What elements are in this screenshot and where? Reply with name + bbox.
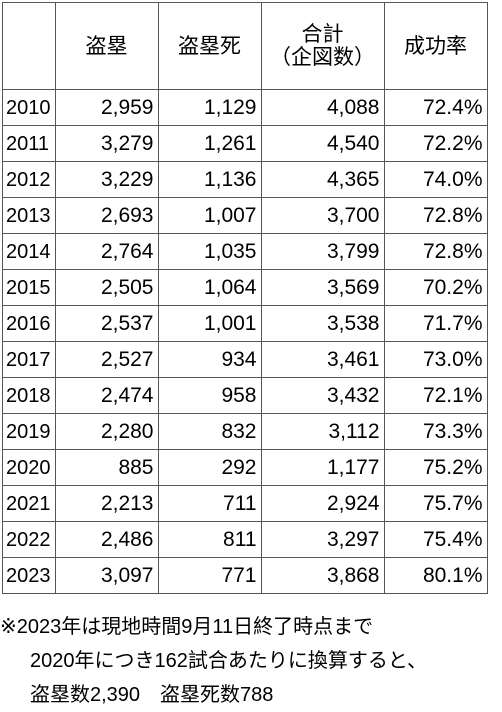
cell-caught-stealing: 811: [157, 521, 262, 558]
cell-year: 2023: [2, 557, 56, 594]
table-row: 2011 3,279 1,261 4,540 72.2%: [2, 125, 488, 162]
cell-year: 2017: [2, 341, 56, 378]
cell-year: 2013: [2, 197, 56, 234]
header-caught-stealing: 盗塁死: [157, 2, 262, 90]
cell-total: 3,461: [260, 341, 385, 378]
cell-steals: 2,505: [54, 269, 159, 306]
cell-total: 4,088: [260, 89, 385, 126]
footnote-2020-conversion: 2020年につき162試合あたりに換算すると、: [30, 650, 428, 672]
cell-total: 3,297: [260, 521, 385, 558]
cell-steals: 2,280: [54, 413, 159, 450]
cell-success-rate: 73.0%: [383, 341, 488, 378]
cell-caught-stealing: 1,007: [157, 197, 262, 234]
cell-year: 2022: [2, 521, 56, 558]
header-total-sublabel: （企図数）: [270, 46, 375, 69]
table-row: 2014 2,764 1,035 3,799 72.8%: [2, 233, 488, 270]
cell-year: 2012: [2, 161, 56, 198]
cell-caught-stealing: 711: [157, 485, 262, 522]
cell-success-rate: 75.4%: [383, 521, 488, 558]
cell-steals: 2,486: [54, 521, 159, 558]
cell-steals: 885: [54, 449, 159, 486]
cell-steals: 3,279: [54, 125, 159, 162]
cell-caught-stealing: 832: [157, 413, 262, 450]
cell-caught-stealing: 1,136: [157, 161, 262, 198]
cell-success-rate: 80.1%: [383, 557, 488, 594]
table-row: 2010 2,959 1,129 4,088 72.4%: [2, 89, 488, 126]
cell-total: 3,538: [260, 305, 385, 342]
cell-steals: 2,959: [54, 89, 159, 126]
cell-total: 1,177: [260, 449, 385, 486]
cell-success-rate: 70.2%: [383, 269, 488, 306]
cell-total: 3,569: [260, 269, 385, 306]
cell-total: 4,365: [260, 161, 385, 198]
cell-success-rate: 71.7%: [383, 305, 488, 342]
cell-caught-stealing: 958: [157, 377, 262, 414]
cell-caught-stealing: 1,129: [157, 89, 262, 126]
cell-year: 2010: [2, 89, 56, 126]
table-row: 2015 2,505 1,064 3,569 70.2%: [2, 269, 488, 306]
cell-total: 3,868: [260, 557, 385, 594]
cell-steals: 3,097: [54, 557, 159, 594]
cell-steals: 2,527: [54, 341, 159, 378]
footnotes: ※2023年は現地時間9月11日終了時点まで 2020年につき162試合あたりに…: [0, 610, 502, 712]
cell-caught-stealing: 292: [157, 449, 262, 486]
header-year: [2, 2, 56, 90]
cell-steals: 3,229: [54, 161, 159, 198]
cell-success-rate: 72.4%: [383, 89, 488, 126]
cell-caught-stealing: 1,064: [157, 269, 262, 306]
cell-year: 2021: [2, 485, 56, 522]
cell-success-rate: 72.8%: [383, 233, 488, 270]
cell-caught-stealing: 771: [157, 557, 262, 594]
cell-caught-stealing: 934: [157, 341, 262, 378]
cell-total: 3,700: [260, 197, 385, 234]
cell-success-rate: 72.1%: [383, 377, 488, 414]
cell-total: 4,540: [260, 125, 385, 162]
cell-year: 2011: [2, 125, 56, 162]
table-row: 2016 2,537 1,001 3,538 71.7%: [2, 305, 488, 342]
stolen-base-stats-table: 盗塁 盗塁死 合計 （企図数） 成功率 2010 2,959 1,129 4,088 7…: [2, 2, 488, 594]
cell-total: 3,112: [260, 413, 385, 450]
cell-steals: 2,693: [54, 197, 159, 234]
table-row: 2013 2,693 1,007 3,700 72.8%: [2, 197, 488, 234]
footnote-cutoff: ※2023年は現地時間9月11日終了時点まで: [0, 616, 374, 638]
header-row: 盗塁 盗塁死 合計 （企図数） 成功率: [2, 2, 488, 90]
cell-total: 3,432: [260, 377, 385, 414]
cell-year: 2014: [2, 233, 56, 270]
cell-success-rate: 73.3%: [383, 413, 488, 450]
table-row: 2023 3,097 771 3,868 80.1%: [2, 557, 488, 594]
cell-year: 2018: [2, 377, 56, 414]
header-total-label: 合計: [301, 22, 344, 46]
footnote-converted-values: 盗塁数2,390 盗塁死数788: [30, 684, 274, 706]
header-total: 合計 （企図数）: [260, 2, 385, 90]
table-row: 2012 3,229 1,136 4,365 74.0%: [2, 161, 488, 198]
cell-year: 2016: [2, 305, 56, 342]
table-row: 2020 885 292 1,177 75.2%: [2, 449, 488, 486]
cell-success-rate: 75.2%: [383, 449, 488, 486]
cell-steals: 2,764: [54, 233, 159, 270]
cell-success-rate: 72.2%: [383, 125, 488, 162]
cell-steals: 2,213: [54, 485, 159, 522]
cell-total: 3,799: [260, 233, 385, 270]
table-row: 2021 2,213 711 2,924 75.7%: [2, 485, 488, 522]
table-row: 2018 2,474 958 3,432 72.1%: [2, 377, 488, 414]
cell-year: 2020: [2, 449, 56, 486]
cell-steals: 2,537: [54, 305, 159, 342]
cell-year: 2015: [2, 269, 56, 306]
header-steals: 盗塁: [54, 2, 159, 90]
table-row: 2017 2,527 934 3,461 73.0%: [2, 341, 488, 378]
cell-steals: 2,474: [54, 377, 159, 414]
cell-success-rate: 72.8%: [383, 197, 488, 234]
table-row: 2022 2,486 811 3,297 75.4%: [2, 521, 488, 558]
header-success-rate: 成功率: [383, 2, 488, 90]
cell-year: 2019: [2, 413, 56, 450]
cell-caught-stealing: 1,035: [157, 233, 262, 270]
cell-caught-stealing: 1,001: [157, 305, 262, 342]
cell-success-rate: 74.0%: [383, 161, 488, 198]
table-body: 2010 2,959 1,129 4,088 72.4% 2011 3,279 1,261 4,…: [2, 89, 488, 594]
cell-success-rate: 75.7%: [383, 485, 488, 522]
cell-caught-stealing: 1,261: [157, 125, 262, 162]
cell-total: 2,924: [260, 485, 385, 522]
table-row: 2019 2,280 832 3,112 73.3%: [2, 413, 488, 450]
